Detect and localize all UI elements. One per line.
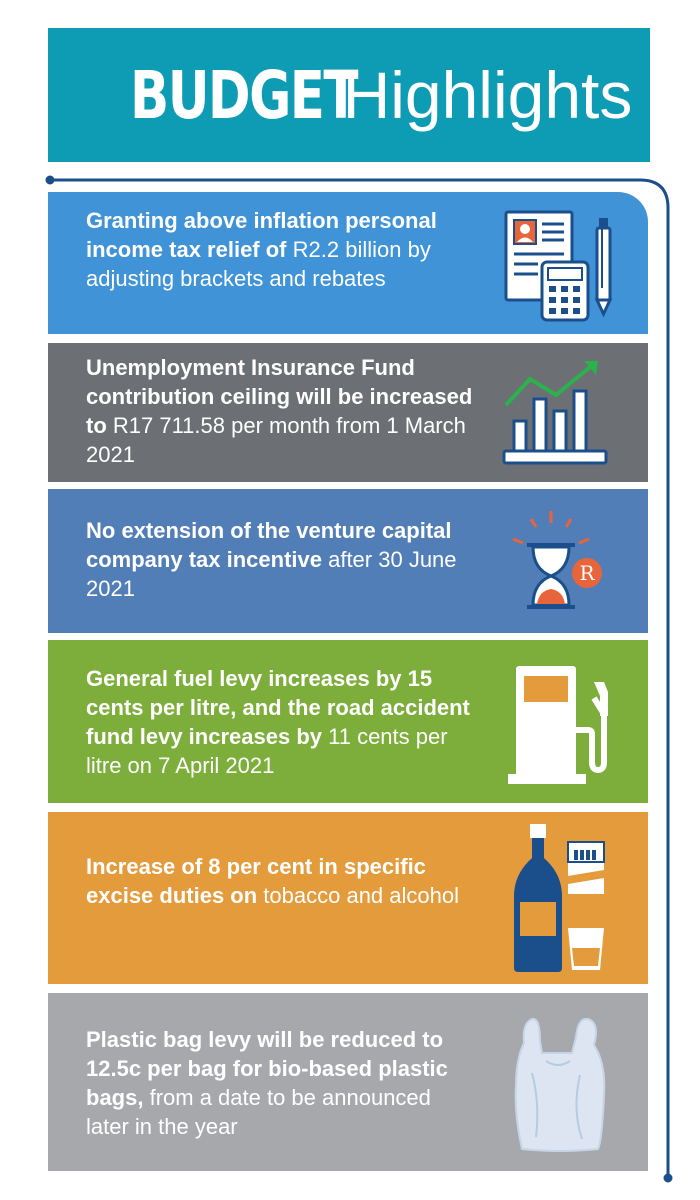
rand-symbol: R: [579, 561, 595, 585]
title-light: Highlights: [342, 58, 633, 132]
fuel-pump-icon: [508, 666, 608, 784]
highlight-excise-duties: Increase of 8 per cent in specific excis…: [48, 812, 648, 984]
highlight-text: Plastic bag levy will be reduced to 12.5…: [86, 1027, 448, 1139]
highlight-uif-ceiling: Unemployment Insurance Fund contribution…: [48, 343, 648, 482]
bar-chart-growth-icon: [502, 361, 608, 465]
highlight-text: Unemployment Insurance Fund contribution…: [86, 355, 473, 467]
highlight-text: General fuel levy increases by 15 cents …: [86, 666, 470, 778]
highlight-text: No extension of the venture capital comp…: [86, 518, 457, 601]
highlight-fuel-levy: General fuel levy increases by 15 cents …: [48, 640, 648, 803]
highlight-text: Increase of 8 per cent in specific excis…: [86, 854, 460, 908]
hourglass-rand-icon: R: [512, 511, 602, 609]
header-banner: BUDGET Highlights: [48, 28, 650, 162]
title-bold: BUDGET: [129, 56, 359, 134]
highlight-plastic-bag-levy: Plastic bag levy will be reduced to 12.5…: [48, 993, 648, 1171]
highlight-text: Granting above inflation personal income…: [86, 208, 437, 291]
highlight-venture-capital: No extension of the venture capital comp…: [48, 489, 648, 633]
highlight-income-tax: Granting above inflation personal income…: [48, 192, 648, 334]
alcohol-tobacco-icon: [514, 824, 605, 972]
document-calculator-icon: [504, 210, 613, 322]
plastic-bag-icon: [514, 1017, 606, 1152]
